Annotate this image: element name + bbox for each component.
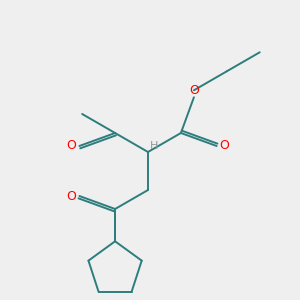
Text: H: H — [150, 141, 158, 151]
Text: O: O — [66, 140, 76, 152]
Text: O: O — [66, 190, 76, 202]
Text: O: O — [220, 140, 230, 152]
Text: O: O — [189, 84, 199, 97]
